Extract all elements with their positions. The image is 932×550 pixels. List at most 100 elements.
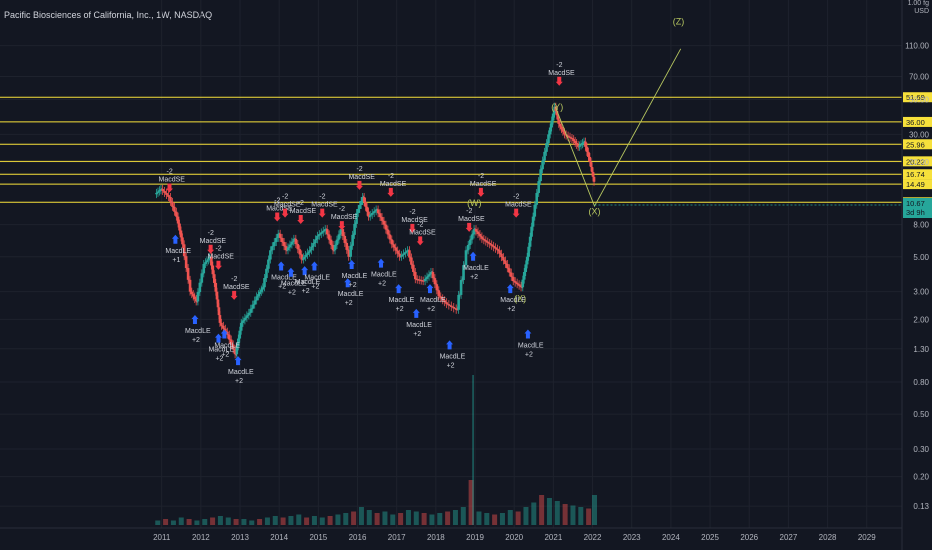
candle-body — [570, 137, 574, 140]
candle-body — [335, 239, 339, 245]
candle-body — [575, 142, 578, 145]
candle-body — [339, 229, 343, 235]
last-price-tag — [903, 198, 932, 219]
signal-count: +2 — [278, 283, 286, 290]
signal-label: MacdLE — [185, 328, 211, 335]
projection-line — [554, 48, 682, 208]
candle-body — [245, 315, 249, 318]
signal-label: MacdLE — [440, 353, 466, 360]
candle-body — [214, 282, 218, 292]
long-arrow — [214, 333, 222, 343]
candle-body — [555, 110, 559, 116]
signal-count: +2 — [345, 300, 353, 307]
volume-bar — [155, 520, 161, 525]
candle-body — [321, 230, 325, 233]
candle-body — [508, 268, 511, 273]
level-label: 25.96 — [906, 140, 925, 149]
candle-body — [159, 188, 163, 191]
short-arrow — [387, 187, 395, 197]
candle-body — [316, 235, 319, 240]
y-tick-label: 1.30 — [913, 345, 929, 354]
long-arrow — [301, 266, 309, 276]
x-tick-label: 2023 — [623, 533, 641, 542]
candle-body — [249, 308, 253, 313]
candle-body — [394, 247, 398, 251]
y-tick-label: 5.00 — [913, 253, 929, 262]
candle-body — [258, 291, 262, 295]
candle-body — [312, 243, 315, 247]
x-tick-label: 2012 — [192, 533, 210, 542]
candle-body — [294, 238, 298, 245]
candle-body — [441, 298, 445, 301]
candle-body — [522, 272, 526, 280]
candle-body — [437, 290, 441, 297]
candle-body — [423, 278, 427, 282]
candle-body — [513, 281, 517, 283]
candle-body — [591, 171, 595, 177]
wave-label: (Y) — [551, 102, 563, 112]
candle-body — [561, 129, 565, 132]
candle-body — [372, 211, 376, 214]
signal-label: MacdLE — [500, 297, 526, 304]
volume-bar — [390, 514, 396, 525]
y-tick-label: 0.50 — [913, 410, 929, 419]
candle-body — [300, 254, 304, 260]
candle-body — [517, 284, 521, 286]
candle-body — [579, 144, 583, 146]
candle-body — [454, 308, 458, 310]
chart-title: Pacific Biosciences of California, Inc.,… — [4, 10, 213, 20]
candle-body — [459, 280, 463, 295]
candle-body — [349, 245, 352, 257]
candle-body — [525, 256, 529, 265]
signal-label: MacdSE — [458, 216, 485, 223]
candle-body — [356, 208, 360, 213]
candle-body — [431, 272, 435, 279]
volume-bar — [351, 511, 357, 525]
candle-body — [443, 300, 446, 303]
candle-body — [286, 247, 290, 251]
signal-label: MacdSE — [505, 202, 532, 209]
signal-label: MacdSE — [274, 202, 301, 209]
y-tick-label: 50.00 — [909, 95, 930, 104]
x-tick-label: 2026 — [740, 533, 758, 542]
signal-label: MacdSE — [290, 208, 317, 215]
candle-body — [578, 145, 581, 147]
candle-body — [167, 194, 170, 197]
candle-body — [557, 119, 561, 124]
volume-bar — [288, 516, 294, 525]
candle-body — [547, 134, 550, 144]
y-tick-label: 20.00 — [909, 158, 930, 167]
candle-body — [417, 279, 421, 281]
volume-bar — [460, 507, 466, 525]
signal-label: MacdSE — [331, 214, 358, 221]
candle-body — [260, 289, 263, 292]
candle-body — [531, 216, 535, 227]
signal-count: -2 — [282, 194, 288, 201]
signal-count: +2 — [311, 283, 319, 290]
short-arrow — [297, 214, 305, 224]
candle-body — [406, 250, 409, 252]
level-tag — [903, 156, 932, 167]
candle-body — [364, 201, 367, 207]
signal-count: -2 — [339, 206, 345, 213]
short-arrow — [281, 208, 289, 218]
candle-body — [386, 229, 390, 235]
candle-body — [370, 213, 374, 215]
candle-body — [304, 254, 307, 258]
candle-body — [263, 278, 266, 288]
level-label: 14.49 — [906, 180, 925, 189]
volume-bar — [186, 519, 192, 525]
volume-bar — [492, 514, 498, 525]
candle-body — [511, 276, 515, 282]
short-arrow — [465, 222, 473, 232]
signal-count: -2 — [466, 208, 472, 215]
candle-body — [271, 246, 274, 251]
candle-body — [466, 244, 470, 251]
signal-count: +1 — [172, 257, 180, 264]
candle-body — [329, 239, 333, 245]
candle-body — [421, 280, 425, 282]
volume-spike-bar — [472, 375, 474, 525]
signal-count: -2 — [556, 62, 562, 69]
candle-body — [590, 166, 594, 172]
